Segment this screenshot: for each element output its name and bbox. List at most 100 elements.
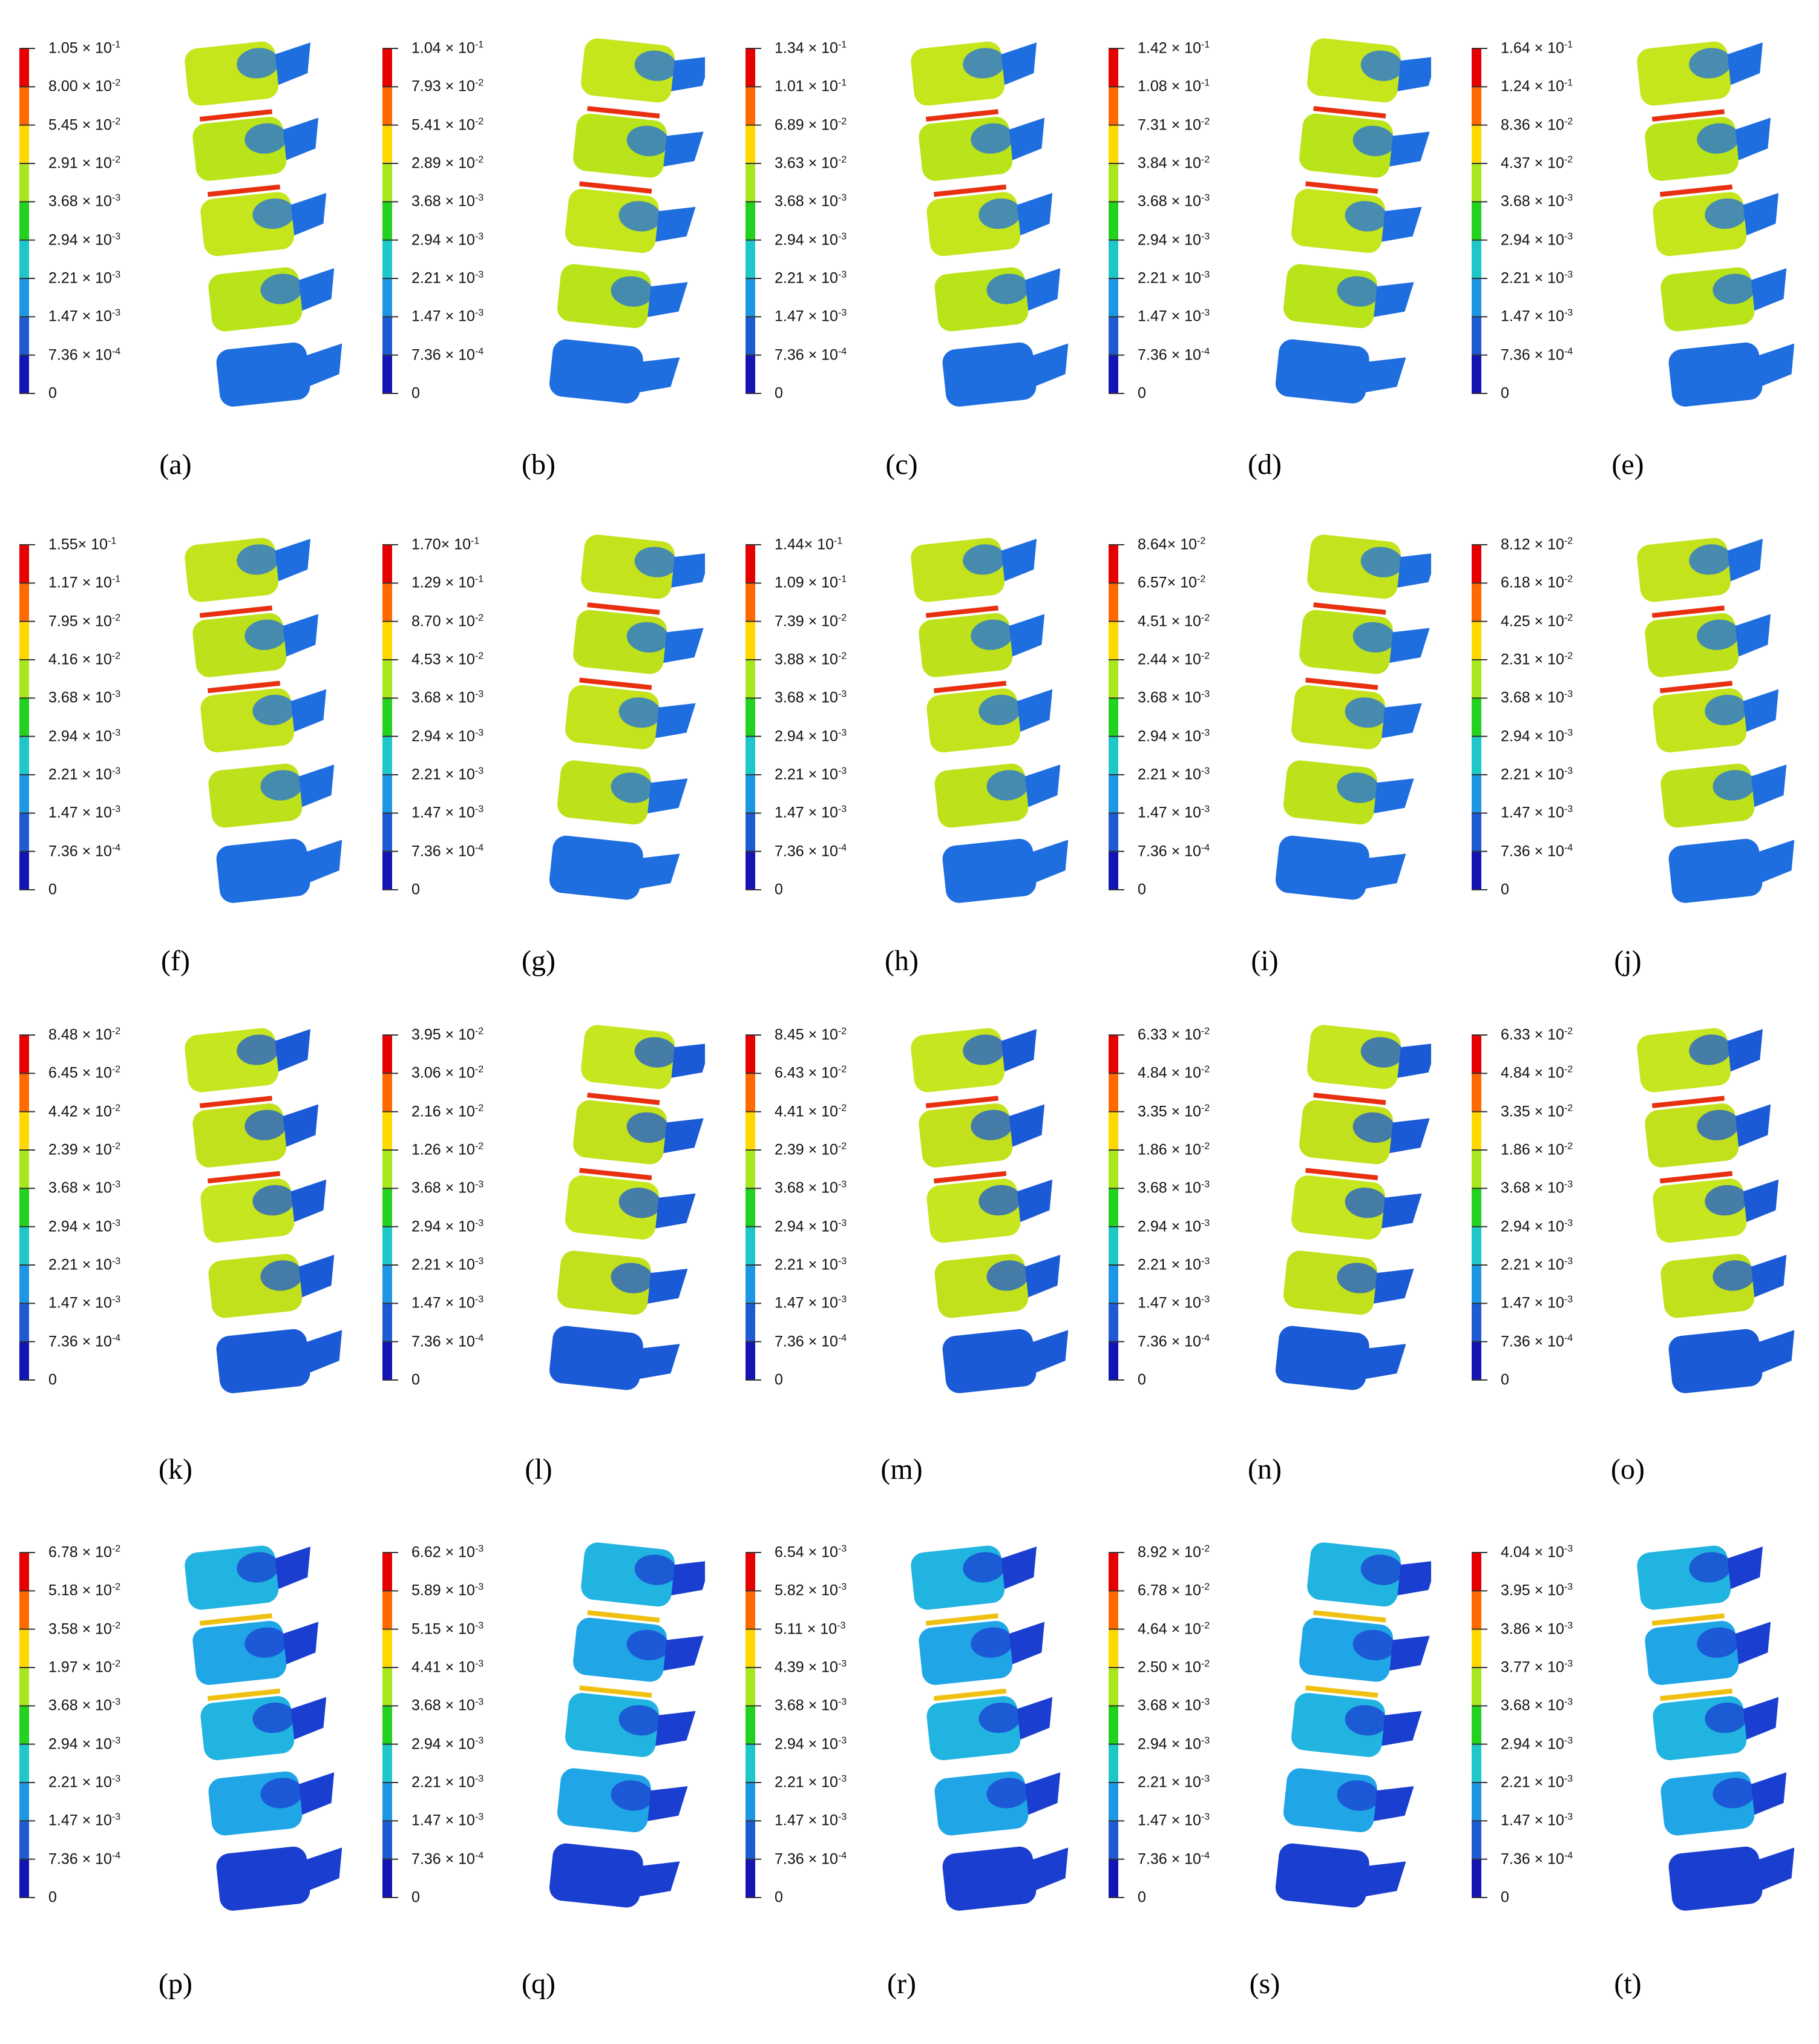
colorbar-segment xyxy=(382,1744,392,1783)
disc-high-stress xyxy=(199,109,273,122)
colorbar-segment xyxy=(382,278,392,317)
panel-label-t: (t) xyxy=(1614,1968,1642,2000)
colorbar-tick-label: 2.94 × 10-3 xyxy=(775,231,847,249)
colorbar-segment xyxy=(382,240,392,279)
disc-high-stress xyxy=(1651,1096,1725,1108)
colorbar-segment xyxy=(19,545,29,583)
colorbar-segment xyxy=(746,583,755,622)
colorbar-tick-label: 1.34 × 10-1 xyxy=(775,39,847,57)
colorbar-tick-label: 1.47 × 10-3 xyxy=(48,804,121,821)
colorbar-segment xyxy=(746,660,755,698)
colorbar-tick-label: 2.94 × 10-3 xyxy=(411,727,484,745)
colorbar-segment xyxy=(382,87,392,126)
colorbar-segment xyxy=(1109,1265,1118,1304)
colorbar-tick-label: 2.94 × 10-3 xyxy=(1501,1735,1573,1753)
colorbar-tick-label: 1.47 × 10-3 xyxy=(48,1294,121,1312)
panel-label-f: (f) xyxy=(161,945,190,977)
stress-patch xyxy=(252,1702,295,1733)
colorbar xyxy=(1472,544,1487,890)
colorbar-tick-label: 1.47 × 10-3 xyxy=(411,804,484,821)
disc-high-stress xyxy=(579,1168,652,1181)
colorbar-tick-label: 1.47 × 10-3 xyxy=(1138,1812,1210,1829)
colorbar-segment xyxy=(746,851,755,890)
colorbar-tick-label: 0 xyxy=(48,881,57,898)
colorbar-segment xyxy=(382,1341,392,1381)
colorbar xyxy=(19,1552,35,1898)
stress-patch xyxy=(963,48,1006,79)
stress-patch xyxy=(978,198,1021,229)
stress-patch xyxy=(603,1855,646,1886)
colorbar-tick-label: 0 xyxy=(1138,881,1146,898)
figure-panel-j: 8.12 × 10-2 6.18 × 10-2 4.25 × 10-2 2.31 × … xyxy=(1470,533,1809,968)
colorbar-segment xyxy=(1472,317,1481,356)
colorbar-segment xyxy=(746,1073,755,1112)
colorbar-tick-label: 6.89 × 10-2 xyxy=(775,116,847,134)
disc-high-stress xyxy=(1659,184,1733,197)
colorbar-segment xyxy=(19,48,29,87)
stress-patch xyxy=(626,1629,669,1661)
colorbar-segment xyxy=(746,736,755,775)
colorbar-segment xyxy=(1109,278,1118,317)
colorbar-legend: 1.64 × 10-1 1.24 × 10-1 8.36 × 10-2 4.37 × … xyxy=(1470,36,1652,424)
colorbar-segment xyxy=(746,1188,755,1227)
colorbar-tick-label: 8.45 × 10-2 xyxy=(775,1026,847,1043)
lumbar-spine-model xyxy=(185,41,342,407)
colorbar-segment xyxy=(746,1744,755,1783)
stress-patch xyxy=(994,1853,1037,1884)
colorbar-segment xyxy=(1472,1591,1481,1630)
colorbar-segment xyxy=(19,87,29,126)
stress-patch xyxy=(1720,1853,1763,1884)
colorbar-tick-label: 4.39 × 10-3 xyxy=(775,1658,847,1676)
colorbar-segment xyxy=(1109,1188,1118,1227)
colorbar-tick-label: 7.36 × 10-4 xyxy=(48,1332,121,1350)
colorbar-tick-label: 3.68 × 10-3 xyxy=(1138,1179,1210,1197)
colorbar-tick-label: 7.36 × 10-4 xyxy=(1501,842,1573,860)
colorbar-legend: 1.04 × 10-1 7.93 × 10-2 5.41 × 10-2 2.89 × … xyxy=(381,36,563,424)
colorbar-tick-label: 1.47 × 10-3 xyxy=(411,1812,484,1829)
colorbar-segment xyxy=(1472,813,1481,852)
colorbar-tick-label: 8.12 × 10-2 xyxy=(1501,536,1573,553)
colorbar-tick-label: 1.47 × 10-3 xyxy=(1501,804,1573,821)
colorbar xyxy=(746,1034,761,1381)
colorbar-tick-label: 6.54 × 10-3 xyxy=(775,1543,847,1561)
panel-label-r: (r) xyxy=(887,1968,916,2000)
colorbar-tick-label: 3.68 × 10-3 xyxy=(1138,1697,1210,1714)
colorbar-tick-label: 1.24 × 10-1 xyxy=(1501,77,1573,95)
colorbar-tick-label: 2.94 × 10-3 xyxy=(48,1217,121,1235)
colorbar-segment xyxy=(1109,1303,1118,1342)
colorbar-legend: 4.04 × 10-3 3.95 × 10-3 3.86 × 10-3 3.77 × … xyxy=(1470,1540,1652,1928)
colorbar-tick-label: 1.47 × 10-3 xyxy=(775,1294,847,1312)
figure-panel-n: 6.33 × 10-2 4.84 × 10-2 3.35 × 10-2 1.86 × … xyxy=(1107,1023,1446,1459)
stress-patch xyxy=(1352,1629,1395,1661)
colorbar-segment xyxy=(746,202,755,241)
colorbar-segment xyxy=(382,698,392,737)
stress-patch xyxy=(994,349,1037,380)
colorbar-tick-label: 8.70 × 10-2 xyxy=(411,612,484,630)
colorbar-tick-label: 3.95 × 10-3 xyxy=(1501,1582,1573,1599)
lumbar-spine-model xyxy=(1275,38,1431,404)
colorbar-segment xyxy=(19,1821,29,1860)
colorbar-segment xyxy=(1472,1150,1481,1189)
colorbar-segment xyxy=(1109,1706,1118,1745)
colorbar-tick-label: 5.82 × 10-3 xyxy=(775,1582,847,1599)
stress-patch xyxy=(1345,201,1388,232)
colorbar xyxy=(1109,1034,1124,1381)
colorbar-tick-label: 7.36 × 10-4 xyxy=(411,346,484,364)
colorbar-tick-label: 2.21 × 10-3 xyxy=(411,269,484,287)
figure-panel-a: 1.05 × 10-1 8.00 × 10-2 5.45 × 10-2 2.91 × … xyxy=(18,36,357,472)
colorbar-tick-label: 1.29 × 10-1 xyxy=(411,574,484,591)
stress-patch xyxy=(611,1263,654,1293)
colorbar-segment xyxy=(1109,1226,1118,1266)
colorbar-segment xyxy=(1472,1035,1481,1074)
colorbar-tick-label: 6.78 × 10-2 xyxy=(1138,1582,1210,1599)
colorbar-tick-label: 0 xyxy=(411,384,420,402)
colorbar-tick-label: 5.89 × 10-3 xyxy=(411,1582,484,1599)
stress-patch xyxy=(986,1260,1029,1291)
colorbar-tick-label: 3.58 × 10-2 xyxy=(48,1620,121,1638)
colorbar-segment xyxy=(1472,125,1481,164)
colorbar-tick-label: 6.33 × 10-2 xyxy=(1501,1026,1573,1043)
colorbar xyxy=(1109,544,1124,890)
stress-patch xyxy=(1329,1338,1372,1369)
figure-panel-l: 3.95 × 10-2 3.06 × 10-2 2.16 × 10-2 1.26 × … xyxy=(381,1023,720,1459)
colorbar-segment xyxy=(1109,163,1118,202)
